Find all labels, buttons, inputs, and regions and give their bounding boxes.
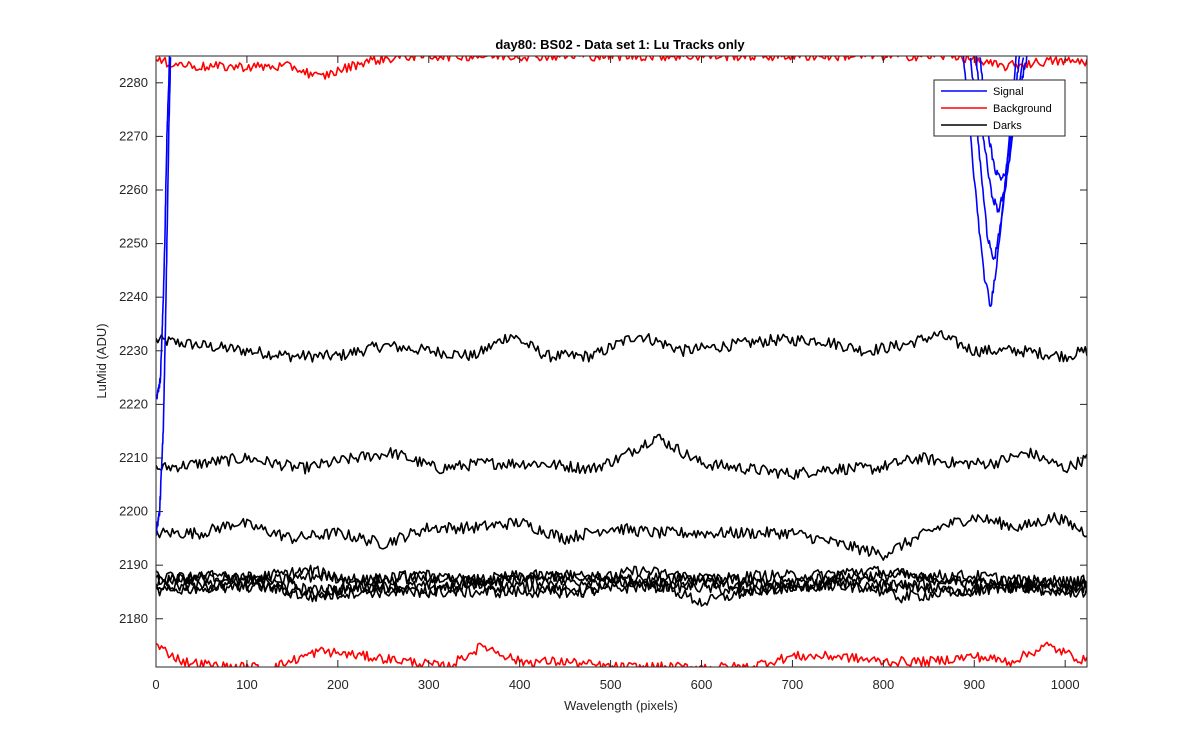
y-tick-label: 2240 xyxy=(119,289,148,304)
x-tick-label: 300 xyxy=(418,677,440,692)
chart-title: day80: BS02 - Data set 1: Lu Tracks only xyxy=(495,37,745,52)
series-line-darks-1 xyxy=(156,330,1087,363)
legend-label-background: Background xyxy=(993,103,1052,115)
y-axis-label: LuMid (ADU) xyxy=(94,323,109,398)
series-line-darks-4 xyxy=(156,565,1087,598)
series-line-darks-3 xyxy=(156,512,1087,561)
y-tick-label: 2220 xyxy=(119,396,148,411)
series-line-darks-5 xyxy=(156,574,1087,599)
x-tick-label: 200 xyxy=(327,677,349,692)
legend: Signal Background Darks xyxy=(933,79,1066,137)
series-line-background-9 xyxy=(156,56,1087,80)
y-tick-label: 2230 xyxy=(119,343,148,358)
series-line-darks-8 xyxy=(156,565,1087,588)
y-tick-label: 2260 xyxy=(119,182,148,197)
series-layer xyxy=(156,56,1087,667)
y-tick-label: 2190 xyxy=(119,557,148,572)
x-tick-label: 1000 xyxy=(1051,677,1080,692)
x-tick-label: 100 xyxy=(236,677,258,692)
x-tick-label: 0 xyxy=(152,677,159,692)
plot-area-frame xyxy=(155,55,1088,668)
y-tick-label: 2200 xyxy=(119,504,148,519)
x-tick-label: 700 xyxy=(782,677,804,692)
ticks-layer: 0 100 200 300 400 500 600 700 800 900 1000 2180 2190… xyxy=(119,56,1087,692)
series-line-darks-2 xyxy=(156,433,1087,481)
x-tick-label: 400 xyxy=(509,677,531,692)
series-line-darks-7 xyxy=(156,575,1087,607)
y-tick-label: 2250 xyxy=(119,236,148,251)
x-tick-label: 500 xyxy=(600,677,622,692)
x-tick-label: 600 xyxy=(691,677,713,692)
y-tick-label: 2180 xyxy=(119,611,148,626)
legend-label-signal: Signal xyxy=(993,86,1024,98)
x-tick-label: 800 xyxy=(872,677,894,692)
legend-label-darks: Darks xyxy=(993,120,1022,132)
x-tick-label: 900 xyxy=(963,677,985,692)
series-line-background-10 xyxy=(156,641,1087,667)
series-line-signal-12 xyxy=(156,56,171,400)
x-axis-label: Wavelength (pixels) xyxy=(564,698,678,713)
series-line-signal-11 xyxy=(156,57,172,537)
y-tick-label: 2270 xyxy=(119,128,148,143)
y-tick-label: 2280 xyxy=(119,75,148,90)
y-tick-label: 2210 xyxy=(119,450,148,465)
